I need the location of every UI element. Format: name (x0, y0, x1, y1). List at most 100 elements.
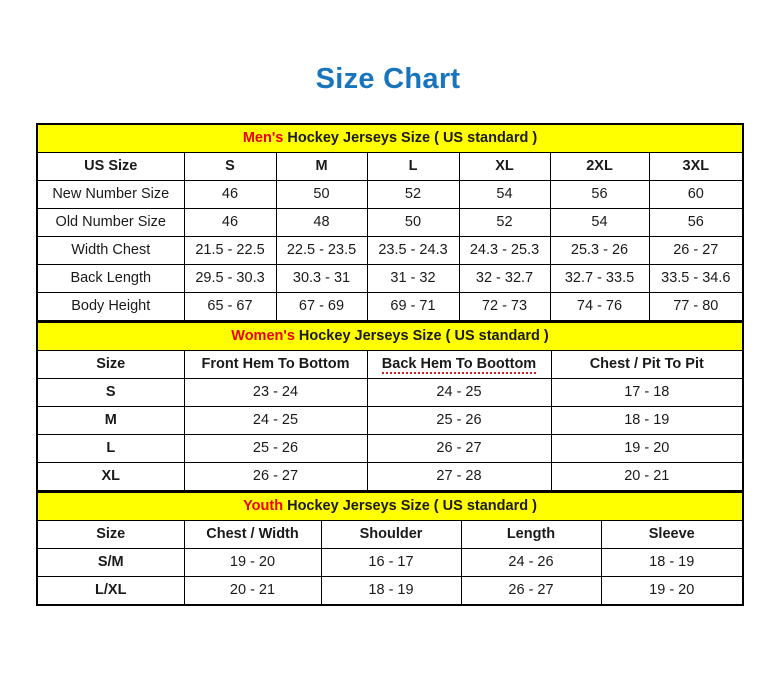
womens-section-banner: Women's Hockey Jerseys Size ( US standar… (36, 321, 744, 351)
table-row: S 23 - 24 24 - 25 17 - 18 (36, 378, 744, 407)
womens-cell: 17 - 18 (550, 378, 744, 407)
youth-header-cell: Length (460, 520, 602, 549)
mens-cell: 50 (366, 208, 460, 237)
womens-header-cell: Front Hem To Bottom (183, 350, 368, 379)
mens-cell: 24.3 - 25.3 (458, 236, 551, 265)
table-row: L/XL 20 - 21 18 - 19 26 - 27 19 - 20 (36, 576, 744, 606)
womens-header-cell: Back Hem To Boottom (366, 350, 552, 379)
womens-header-cell: Chest / Pit To Pit (550, 350, 744, 379)
womens-cell: 25 - 26 (366, 406, 552, 435)
mens-band-accent: Men's (242, 130, 284, 146)
mens-row-label: Body Height (36, 292, 185, 321)
womens-band-row: Women's Hockey Jerseys Size ( US standar… (36, 321, 744, 351)
womens-cell: 26 - 27 (366, 434, 552, 463)
youth-header-cell: Chest / Width (183, 520, 322, 549)
mens-cell: 48 (275, 208, 368, 237)
womens-cell: 20 - 21 (550, 462, 744, 491)
youth-cell: 19 - 20 (183, 548, 322, 577)
youth-cell: 18 - 19 (600, 548, 744, 577)
youth-cell: 26 - 27 (460, 576, 602, 606)
mens-cell: 30.3 - 31 (275, 264, 368, 293)
mens-header-cell: M (275, 152, 368, 181)
womens-band-accent: Women's (231, 328, 295, 344)
youth-header-cell: Shoulder (320, 520, 462, 549)
size-tables-container: Men's Hockey Jerseys Size ( US standard … (36, 123, 745, 606)
mens-size-table: Men's Hockey Jerseys Size ( US standard … (36, 123, 745, 321)
womens-row-label: XL (36, 462, 185, 491)
table-row: Width Chest 21.5 - 22.5 22.5 - 23.5 23.5… (36, 236, 744, 265)
mens-row-label: Old Number Size (36, 208, 185, 237)
table-row: New Number Size 46 50 52 54 56 60 (36, 180, 744, 209)
womens-header-row: Size Front Hem To Bottom Back Hem To Boo… (36, 350, 744, 379)
mens-cell: 69 - 71 (366, 292, 460, 321)
mens-section-banner: Men's Hockey Jerseys Size ( US standard … (36, 123, 744, 153)
womens-size-table: Women's Hockey Jerseys Size ( US standar… (36, 321, 745, 491)
womens-row-label: L (36, 434, 185, 463)
mens-cell: 77 - 80 (648, 292, 744, 321)
mens-cell: 29.5 - 30.3 (183, 264, 277, 293)
youth-header-cell: Sleeve (600, 520, 744, 549)
youth-header-row: Size Chest / Width Shoulder Length Sleev… (36, 520, 744, 549)
table-row: Back Length 29.5 - 30.3 30.3 - 31 31 - 3… (36, 264, 744, 293)
womens-cell: 25 - 26 (183, 434, 368, 463)
table-row: Body Height 65 - 67 67 - 69 69 - 71 72 -… (36, 292, 744, 321)
mens-header-cell: L (366, 152, 460, 181)
mens-cell: 46 (183, 180, 277, 209)
mens-cell: 23.5 - 24.3 (366, 236, 460, 265)
mens-cell: 56 (648, 208, 744, 237)
youth-cell: 24 - 26 (460, 548, 602, 577)
mens-header-cell: 3XL (648, 152, 744, 181)
mens-cell: 25.3 - 26 (549, 236, 650, 265)
womens-cell: 19 - 20 (550, 434, 744, 463)
mens-cell: 72 - 73 (458, 292, 551, 321)
mens-cell: 46 (183, 208, 277, 237)
mens-header-row: US Size S M L XL 2XL 3XL (36, 152, 744, 181)
youth-band-rest: Hockey Jerseys Size ( US standard ) (283, 498, 537, 514)
womens-header-typo-text: Back Hem To Boottom (381, 356, 537, 374)
mens-cell: 22.5 - 23.5 (275, 236, 368, 265)
table-row: XL 26 - 27 27 - 28 20 - 21 (36, 462, 744, 491)
mens-cell: 56 (549, 180, 650, 209)
womens-row-label: M (36, 406, 185, 435)
table-row: L 25 - 26 26 - 27 19 - 20 (36, 434, 744, 463)
womens-row-label: S (36, 378, 185, 407)
mens-cell: 54 (458, 180, 551, 209)
mens-cell: 74 - 76 (549, 292, 650, 321)
mens-cell: 21.5 - 22.5 (183, 236, 277, 265)
womens-cell: 24 - 25 (183, 406, 368, 435)
youth-band-row: Youth Hockey Jerseys Size ( US standard … (36, 491, 744, 521)
womens-cell: 26 - 27 (183, 462, 368, 491)
mens-cell: 31 - 32 (366, 264, 460, 293)
mens-cell: 32.7 - 33.5 (549, 264, 650, 293)
mens-cell: 67 - 69 (275, 292, 368, 321)
youth-cell: 18 - 19 (320, 576, 462, 606)
mens-header-cell: S (183, 152, 277, 181)
youth-header-cell: Size (36, 520, 185, 549)
womens-cell: 27 - 28 (366, 462, 552, 491)
womens-cell: 23 - 24 (183, 378, 368, 407)
mens-header-cell: 2XL (549, 152, 650, 181)
youth-row-label: L/XL (36, 576, 185, 606)
mens-row-label: New Number Size (36, 180, 185, 209)
womens-band-rest: Hockey Jerseys Size ( US standard ) (294, 328, 549, 344)
womens-cell: 24 - 25 (366, 378, 552, 407)
table-row: M 24 - 25 25 - 26 18 - 19 (36, 406, 744, 435)
mens-row-label: Back Length (36, 264, 185, 293)
mens-band-rest: Hockey Jerseys Size ( US standard ) (283, 130, 538, 146)
mens-header-cell: XL (458, 152, 551, 181)
mens-cell: 26 - 27 (648, 236, 744, 265)
mens-band-row: Men's Hockey Jerseys Size ( US standard … (36, 123, 744, 153)
youth-cell: 16 - 17 (320, 548, 462, 577)
youth-row-label: S/M (36, 548, 185, 577)
table-row: Old Number Size 46 48 50 52 54 56 (36, 208, 744, 237)
mens-cell: 52 (458, 208, 551, 237)
mens-header-cell: US Size (36, 152, 185, 181)
youth-size-table: Youth Hockey Jerseys Size ( US standard … (36, 491, 745, 606)
mens-row-label: Width Chest (36, 236, 185, 265)
mens-cell: 65 - 67 (183, 292, 277, 321)
mens-cell: 52 (366, 180, 460, 209)
youth-cell: 19 - 20 (600, 576, 744, 606)
mens-cell: 32 - 32.7 (458, 264, 551, 293)
mens-cell: 60 (648, 180, 744, 209)
